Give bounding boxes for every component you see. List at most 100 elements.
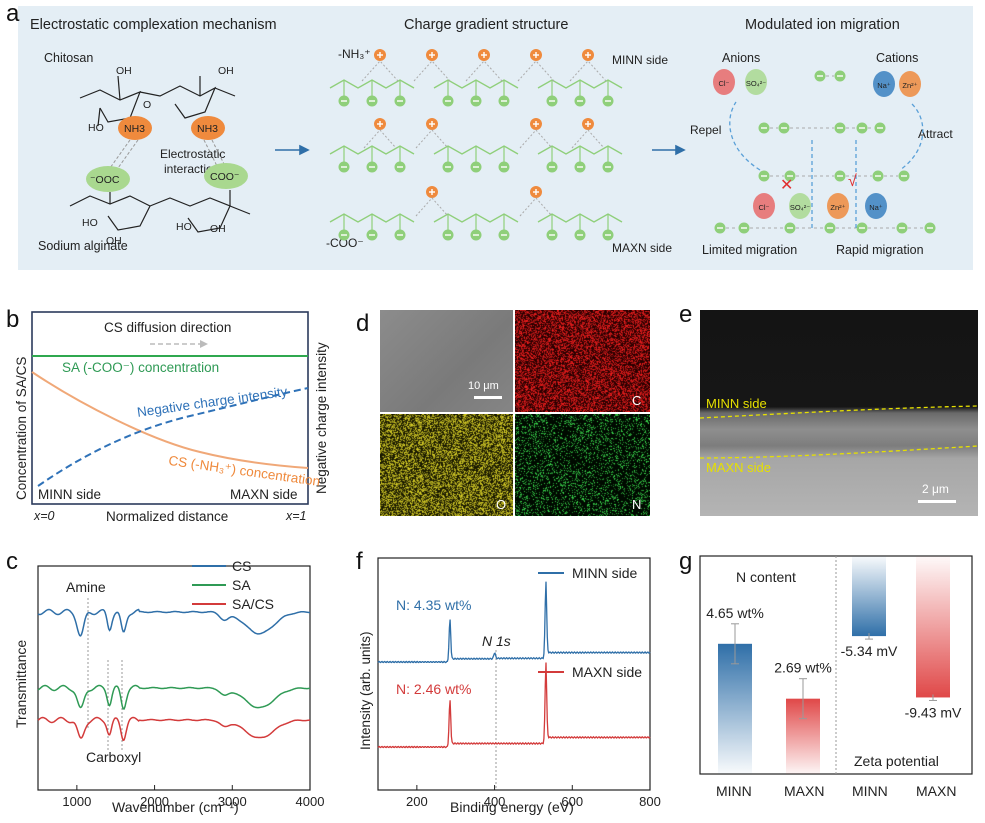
legend-f-maxn: MAXN side <box>572 664 642 680</box>
panel-c-frame <box>37 565 311 791</box>
zeta-bar-maxn <box>916 556 950 698</box>
panel-c-ticks: 1000 2000 3000 4000 <box>62 785 324 809</box>
panel-g-bars: 4.65 wt% 2.69 wt% -5.34 mV -9.43 mV <box>706 556 962 774</box>
panel-b-frame <box>31 311 309 505</box>
scale-bar-e <box>918 500 956 503</box>
panel-f-xlabel: Binding energy (eV) <box>450 799 574 815</box>
panel-f-ylabel: Intensity (arb. units) <box>358 631 373 750</box>
repel-arrow <box>729 101 761 171</box>
sem-image <box>380 310 513 412</box>
zeta-label: Zeta potential <box>854 753 939 769</box>
panel-c-legend: CS SA SA/CS <box>192 558 274 612</box>
neg-label: Negative charge intensity <box>136 384 288 420</box>
panel-b-ylabel-left: Concentration of SA/CS <box>14 357 29 500</box>
panel-c-series <box>37 608 311 742</box>
panel-c-svg: 1000 2000 3000 4000 Transmittance Wavenumbe… <box>13 558 324 815</box>
rapid-label: Rapid migration <box>836 243 924 257</box>
f-tick-label: 200 <box>406 794 428 809</box>
zeta-value-0: -5.34 mV <box>841 643 898 659</box>
nh3-ellipse-2 <box>191 116 225 140</box>
carboxyl-label: Carboxyl <box>86 749 141 765</box>
ftir-cs-line <box>37 608 310 637</box>
cross-maxn-label: MAXN side <box>706 460 772 475</box>
nh3-side-label: -NH₃⁺ <box>338 47 371 61</box>
sodium-ion-top-label: Na⁺ <box>877 81 891 90</box>
c-tick-label: 3000 <box>218 794 247 809</box>
legend-sacs: SA/CS <box>232 596 274 612</box>
maxn-boundary <box>700 445 978 459</box>
scale-label-e: 2 μm <box>922 482 949 496</box>
panel-b-ylabel-right: Negative charge intensity <box>314 342 329 494</box>
panel-b-x0: x=0 <box>33 509 55 523</box>
cations-label: Cations <box>876 51 918 65</box>
panel-b-x1: x=1 <box>285 509 307 523</box>
direction-arrow <box>150 340 208 348</box>
repel-label: Repel <box>690 123 721 137</box>
attract-arrow <box>899 103 924 171</box>
panel-f-letter: f <box>356 548 363 575</box>
f-tick-label: 400 <box>484 794 506 809</box>
cross-section-overlay <box>700 405 978 459</box>
chitosan-oh-1: OH <box>116 65 132 77</box>
xps-maxn-line <box>377 662 651 749</box>
alginate-oh-4: OH <box>210 223 226 235</box>
nh3-text-2: NH3 <box>197 123 218 135</box>
map-label-o: O <box>496 497 507 512</box>
panel-b-xlabel: Normalized distance <box>106 509 228 524</box>
coo-side-label: -COO⁻ <box>326 236 364 250</box>
sulfate-ion-bottom-label: SO₄²⁻ <box>790 203 810 212</box>
gradient-maxn-label: MAXN side <box>612 241 672 255</box>
n-maxn-label: N: 2.46 wt% <box>396 681 471 697</box>
alginate-ho-3: HO <box>176 221 192 233</box>
f-tick-label: 800 <box>639 794 661 809</box>
chloride-ion-bottom <box>753 193 775 219</box>
edx-map-o <box>380 414 513 516</box>
panel-a-background <box>18 6 973 270</box>
map-label-c: C <box>632 393 642 408</box>
panel-b-letter: b <box>6 306 20 333</box>
chitosan-label: Chitosan <box>44 51 93 65</box>
n-content-value-1: 2.69 wt% <box>774 660 832 676</box>
electrostatic-dash-lines <box>109 139 227 169</box>
chitosan-oh-2: OH <box>218 65 234 77</box>
g-cat-0: MINN <box>716 783 752 799</box>
n-content-value-0: 4.65 wt% <box>706 605 764 621</box>
panel-d-letter: d <box>356 310 370 337</box>
title-migration: Modulated ion migration <box>745 17 900 33</box>
neg-curve <box>37 387 309 487</box>
gradient-minn-label: MINN side <box>612 53 668 67</box>
scale-bar-d <box>474 396 502 399</box>
xps-minn-line <box>377 581 651 664</box>
panel-f-frame <box>377 557 651 791</box>
edx-map-c <box>515 310 650 412</box>
amine-label: Amine <box>66 579 106 595</box>
chitosan-ho: HO <box>88 122 104 134</box>
sulfate-ion-top <box>745 69 767 95</box>
chitosan-o: O <box>143 99 151 111</box>
panel-c-ylabel: Transmittance <box>13 640 29 728</box>
cs-curve <box>31 371 309 469</box>
chloride-ion-top-label: Cl⁻ <box>718 79 729 88</box>
c-tick-label: 1000 <box>62 794 91 809</box>
flow-arrow-1 <box>275 144 310 156</box>
legend-cs: CS <box>232 558 251 574</box>
cross-section-image <box>700 310 978 516</box>
zinc-ion-bottom-label: Zn²⁺ <box>830 203 845 212</box>
panel-f-svg: 200 400 600 800 Intensity (arb. units) Bind… <box>358 557 661 815</box>
scale-label-d: 10 μm <box>468 380 499 392</box>
coo-ellipse-2 <box>204 163 248 189</box>
limited-label: Limited migration <box>702 243 797 257</box>
cross-minn-label: MINN side <box>706 396 767 411</box>
coo-text-1: ⁻OOC <box>90 174 120 186</box>
zeta-value-1: -9.43 mV <box>905 704 962 720</box>
minn-boundary <box>700 405 978 419</box>
sodium-ion-bottom <box>865 193 887 219</box>
panel-c-letter: c <box>6 548 18 575</box>
sodium-ion-bottom-label: Na⁺ <box>869 203 883 212</box>
sodium-ion-top <box>873 71 895 97</box>
title-gradient: Charge gradient structure <box>404 17 568 33</box>
panel-g-svg: N content Zeta potential 4.65 wt% 2.69 wt… <box>699 555 973 799</box>
n-content-bar-minn <box>718 643 752 774</box>
g-cat-2: MINN <box>852 783 888 799</box>
nh3-text-1: NH3 <box>124 123 145 135</box>
